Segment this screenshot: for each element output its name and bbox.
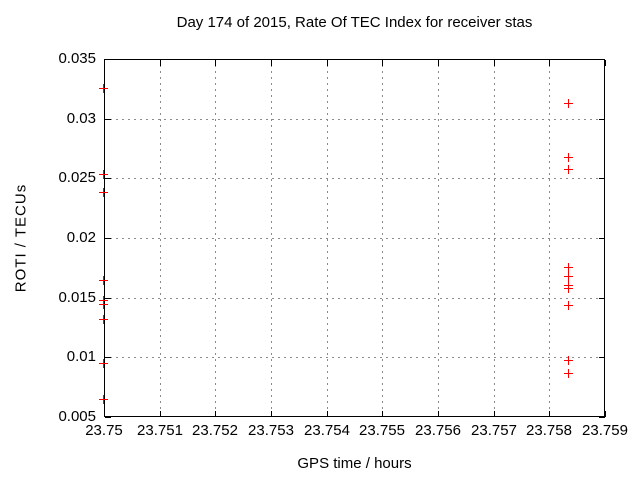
y-tick-label: 0.03 xyxy=(66,110,96,127)
data-point xyxy=(564,369,573,378)
data-point xyxy=(99,315,108,324)
y-tick-label: 0.02 xyxy=(66,229,96,246)
y-tick-left xyxy=(105,178,111,179)
data-point xyxy=(99,300,108,309)
x-tick-label: 23.751 xyxy=(137,422,183,439)
y-tick-right xyxy=(599,119,605,120)
y-gridline xyxy=(104,357,605,358)
y-gridline xyxy=(104,298,605,299)
data-point xyxy=(564,272,573,281)
y-tick-label: 0.015 xyxy=(58,289,96,306)
x-tick-label: 23.753 xyxy=(248,422,294,439)
plot-border xyxy=(104,59,605,417)
y-tick-left xyxy=(105,298,111,299)
data-point xyxy=(99,188,108,197)
x-tick-bottom xyxy=(494,411,495,417)
y-tick-left xyxy=(105,119,111,120)
x-tick-bottom xyxy=(438,411,439,417)
data-point xyxy=(564,284,573,293)
x-tick-bottom xyxy=(549,411,550,417)
y-tick-right xyxy=(599,178,605,179)
y-tick-left xyxy=(105,357,111,358)
y-gridline xyxy=(104,178,605,179)
data-point xyxy=(99,276,108,285)
x-tick-bottom xyxy=(160,411,161,417)
y-tick-label: 0.01 xyxy=(66,348,96,365)
x-tick-label: 23.758 xyxy=(526,422,572,439)
data-point xyxy=(99,170,108,179)
x-tick-bottom xyxy=(327,411,328,417)
x-tick-top xyxy=(271,60,272,66)
data-point xyxy=(564,99,573,108)
data-point xyxy=(564,153,573,162)
x-tick-bottom xyxy=(605,411,606,417)
x-tick-top xyxy=(549,60,550,66)
data-point xyxy=(99,395,108,404)
data-point xyxy=(99,359,108,368)
x-tick-top xyxy=(382,60,383,66)
y-tick-right xyxy=(599,238,605,239)
y-tick-label: 0.005 xyxy=(58,408,96,425)
y-tick-label: 0.025 xyxy=(58,169,96,186)
x-tick-top xyxy=(494,60,495,66)
x-tick-label: 23.756 xyxy=(415,422,461,439)
data-point xyxy=(564,356,573,365)
x-tick-top xyxy=(605,60,606,66)
x-tick-top xyxy=(160,60,161,66)
x-tick-bottom xyxy=(382,411,383,417)
y-tick-left xyxy=(105,238,111,239)
data-point xyxy=(564,301,573,310)
x-tick-label: 23.755 xyxy=(359,422,405,439)
data-point xyxy=(99,84,108,93)
data-point xyxy=(564,263,573,272)
x-tick-label: 23.75 xyxy=(85,422,123,439)
data-point xyxy=(564,165,573,174)
y-tick-right xyxy=(599,298,605,299)
x-tick-top xyxy=(215,60,216,66)
chart-title: Day 174 of 2015, Rate Of TEC Index for r… xyxy=(176,14,533,31)
x-tick-label: 23.752 xyxy=(192,422,238,439)
x-tick-bottom xyxy=(215,411,216,417)
y-gridline xyxy=(104,119,605,120)
y-tick-label: 0.035 xyxy=(58,50,96,67)
x-tick-top xyxy=(438,60,439,66)
x-axis-title: GPS time / hours xyxy=(297,455,412,472)
x-tick-bottom xyxy=(271,411,272,417)
y-tick-right xyxy=(599,357,605,358)
y-tick-right xyxy=(599,417,605,418)
x-tick-top xyxy=(327,60,328,66)
y-tick-left xyxy=(105,417,111,418)
x-tick-label: 23.757 xyxy=(471,422,517,439)
x-tick-label: 23.754 xyxy=(304,422,350,439)
y-gridline xyxy=(104,238,605,239)
x-tick-label: 23.759 xyxy=(582,422,628,439)
